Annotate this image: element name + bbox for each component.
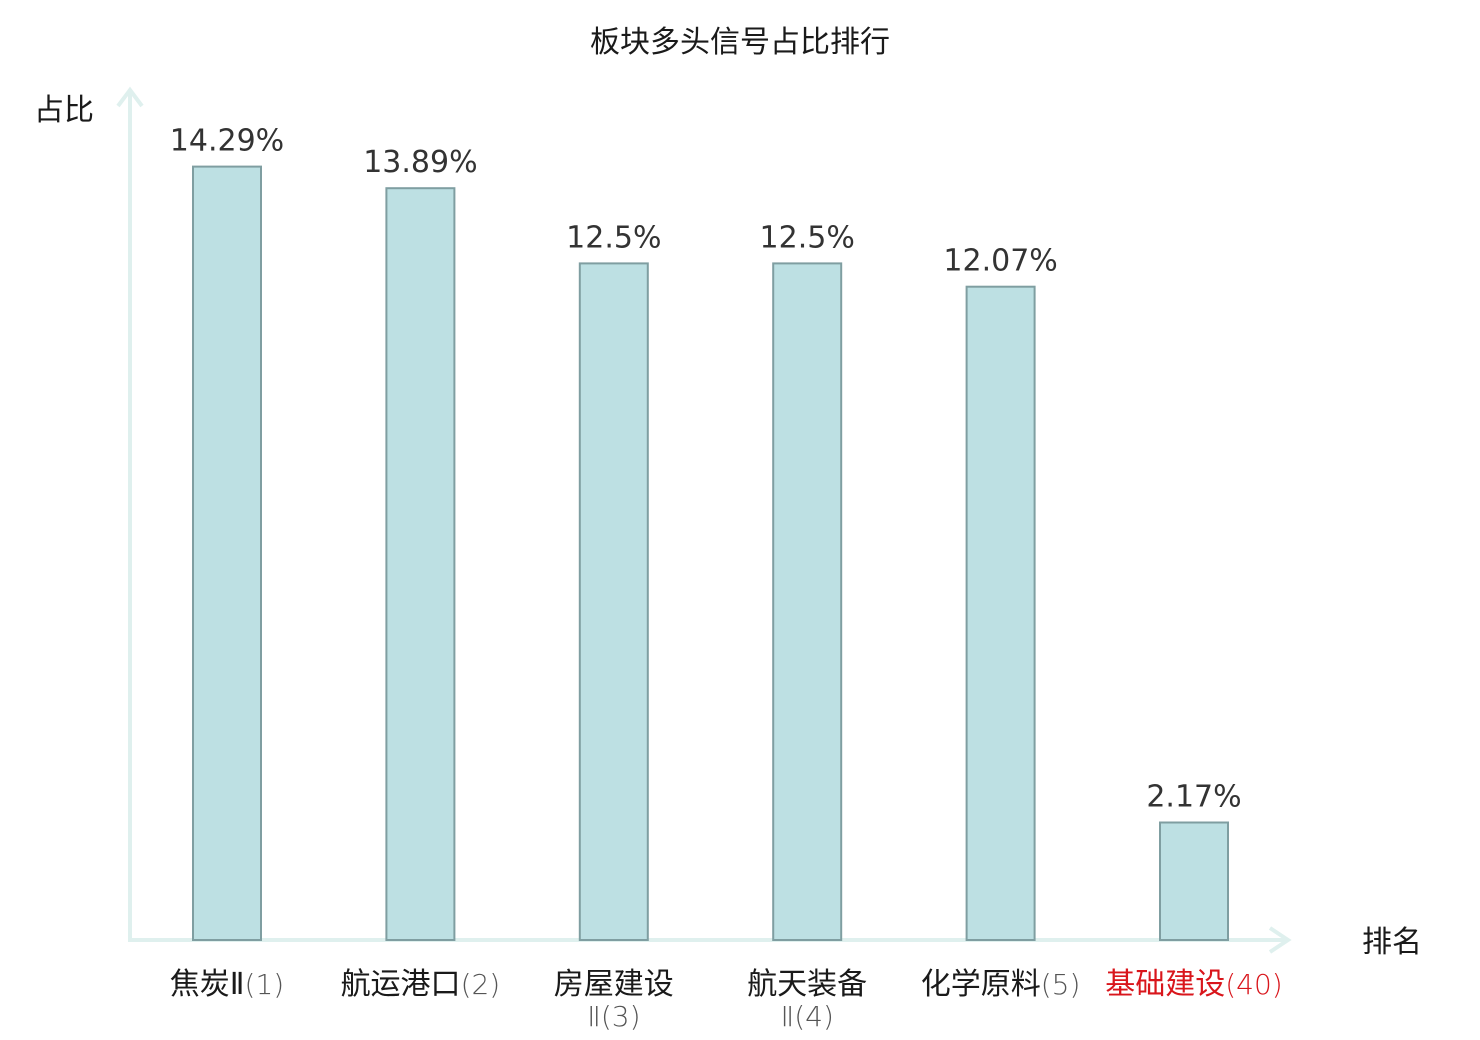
x-axis-arrow — [1268, 926, 1292, 954]
value-label-1: 14.29% — [170, 124, 284, 159]
x-axis-label: 排名 — [1362, 925, 1422, 960]
value-label-4: 12.5% — [760, 220, 855, 255]
bar-2 — [385, 187, 456, 941]
category-label-4: 航天装备 Ⅱ(4) — [747, 967, 867, 1033]
value-label-5: 12.07% — [943, 244, 1057, 279]
bar-series — [192, 165, 1229, 942]
y-axis-arrow — [116, 86, 144, 108]
bar-4 — [772, 262, 843, 941]
category-labels: 焦炭Ⅱ(1) 航运港口(2) 房屋建设 Ⅱ(3) 航天装备 Ⅱ(4) 化学原料(5) 基础建设… — [170, 967, 1283, 1033]
value-label-3: 12.5% — [566, 220, 661, 255]
bar-6 — [1159, 821, 1229, 941]
value-labels: 14.29% 13.89% 12.5% 12.5% 12.07% 2.17% — [170, 124, 1242, 815]
value-label-6: 2.17% — [1146, 780, 1241, 815]
chart-title: 板块多头信号占比排行 — [590, 25, 890, 60]
category-label-3: 房屋建设 Ⅱ(3) — [554, 967, 674, 1033]
bar-1 — [192, 165, 262, 942]
bar-3 — [578, 262, 649, 941]
category-label-1: 焦炭Ⅱ(1) — [170, 967, 284, 1002]
category-label-2: 航运港口(2) — [341, 967, 501, 1002]
bar-5 — [965, 285, 1036, 941]
y-axis-label: 占比 — [34, 93, 94, 128]
category-label-5: 化学原料(5) — [921, 967, 1081, 1002]
value-label-2: 13.89% — [363, 145, 477, 180]
category-label-6: 基础建设(40) — [1105, 967, 1282, 1002]
